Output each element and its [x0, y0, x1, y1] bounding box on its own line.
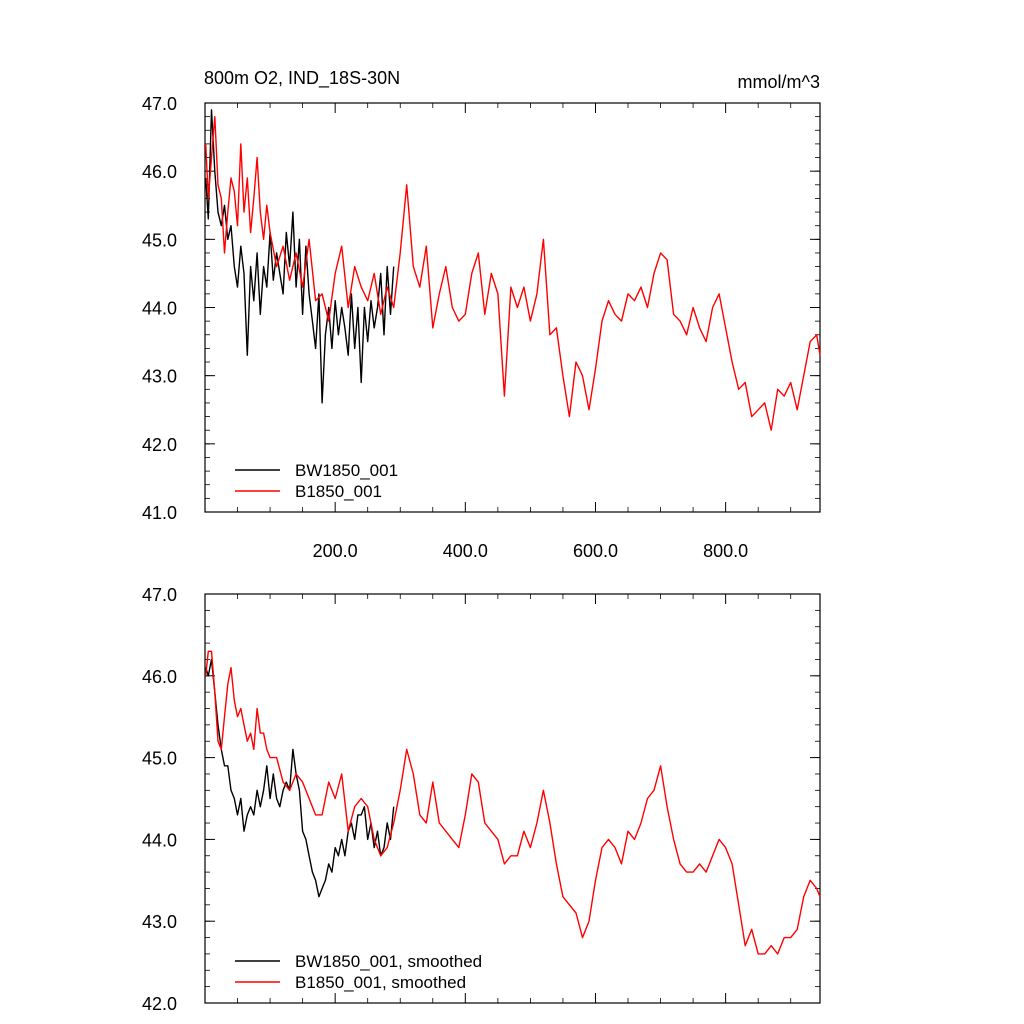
top-title-right: mmol/m^3: [738, 72, 820, 92]
bottom-series-lines: [205, 650, 821, 955]
top-ytick-label: 41.0: [142, 503, 177, 523]
top-ytick-label: 46.0: [142, 162, 177, 182]
legend-label-bw1850-smoothed: BW1850_001, smoothed: [295, 952, 482, 971]
top-ytick-label: 44.0: [142, 299, 177, 319]
legend-label-b1850-smoothed: B1850_001, smoothed: [295, 973, 466, 992]
top-plot-frame: [204, 102, 821, 513]
bottom-series-line-bw1850: [205, 658, 395, 898]
top-xtick-label: 600.0: [573, 541, 618, 561]
top-ytick-label: 43.0: [142, 367, 177, 387]
bottom-series-line-b1850: [205, 650, 821, 955]
top-xtick-label: 200.0: [313, 541, 358, 561]
top-ytick-label: 45.0: [142, 230, 177, 250]
bottom-ytick-label: 44.0: [142, 830, 177, 850]
bottom-ytick-label: 46.0: [142, 667, 177, 687]
top-series-line-b1850: [205, 115, 821, 431]
legend-label-bw1850: BW1850_001: [295, 461, 398, 480]
bottom-panel: 42.0 43.0 44.0 45.0 46.0 47.0 BW1850_001, smo…: [142, 585, 821, 1014]
bottom-legend: BW1850_001, smoothed B1850_001, smoothed: [235, 952, 482, 992]
bottom-ytick-label: 47.0: [142, 585, 177, 605]
top-ytick-label: 42.0: [142, 435, 177, 455]
top-xtick-label: 400.0: [443, 541, 488, 561]
bottom-ytick-label: 42.0: [142, 994, 177, 1014]
top-title-left: 800m O2, IND_18S-30N: [204, 68, 400, 89]
top-xtick-label: 800.0: [703, 541, 748, 561]
top-series-line-bw1850: [205, 109, 395, 404]
top-axis-ticks: 41.0 42.0 43.0 44.0 45.0 46.0 47.0 200.0 400.0 60…: [142, 94, 820, 561]
top-legend: BW1850_001 B1850_001: [235, 461, 398, 501]
top-panel: 800m O2, IND_18S-30N mmol/m^3 41.0 42.0 43…: [142, 68, 821, 561]
bottom-plot-frame: [204, 593, 821, 1004]
bottom-axis-ticks: 42.0 43.0 44.0 45.0 46.0 47.0: [142, 585, 820, 1014]
legend-label-b1850: B1850_001: [295, 482, 382, 501]
top-series-lines: [205, 109, 821, 431]
bottom-ytick-label: 43.0: [142, 912, 177, 932]
top-ytick-label: 47.0: [142, 94, 177, 114]
bottom-ytick-label: 45.0: [142, 749, 177, 769]
